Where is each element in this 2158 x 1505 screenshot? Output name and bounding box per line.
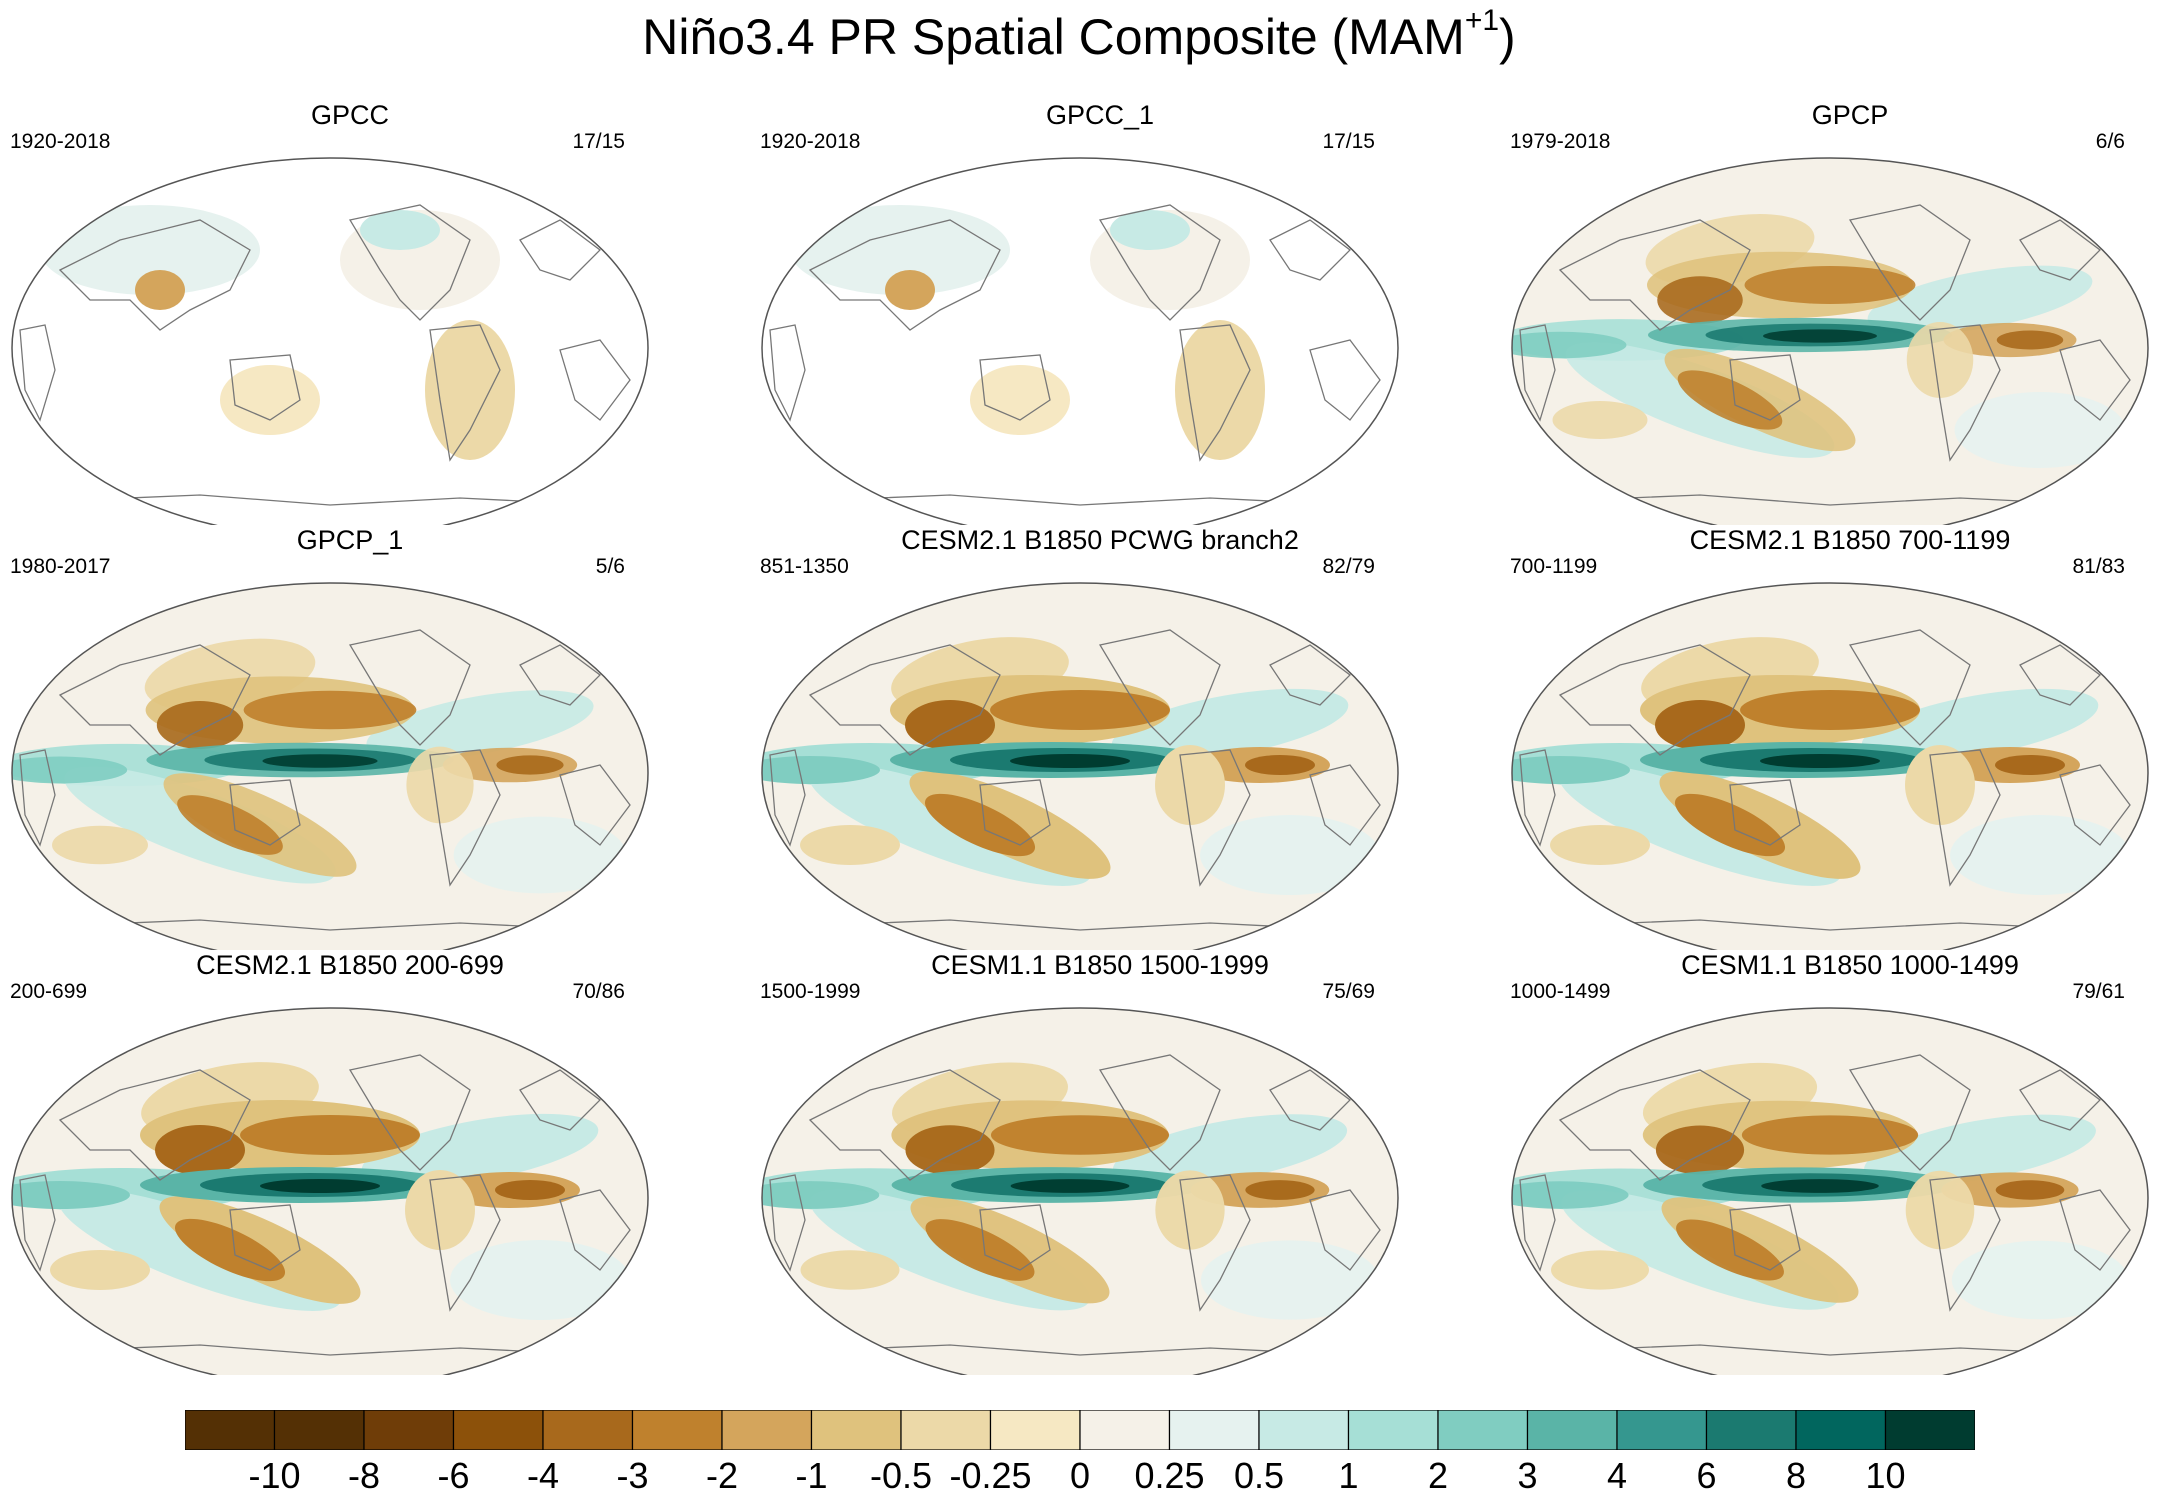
colorbar-label: -2 — [705, 1455, 739, 1496]
panel-title: GPCC — [310, 100, 389, 130]
colorbar-label: 1 — [1338, 1455, 1359, 1496]
panel-period: 1920-2018 — [10, 130, 111, 153]
colorbar-swatch — [542, 1410, 634, 1450]
map-panel: CESM2.1 B1850 700-1199 700-1199 81/83 — [1500, 525, 2158, 950]
map-panel: CESM2.1 B1850 200-699 200-699 70/86 — [0, 950, 700, 1375]
map-globe — [761, 157, 1399, 525]
panel-title: GPCP_1 — [296, 525, 404, 555]
panel-count: 6/6 — [2095, 130, 2125, 153]
panel-period: 1500-1999 — [760, 980, 861, 1003]
colorbar-swatch — [1884, 1410, 1975, 1450]
panel-title: CESM1.1 B1850 1500-1999 — [931, 950, 1269, 980]
colorbar-label: -0.5 — [869, 1455, 933, 1496]
panel-title: GPCC_1 — [1045, 100, 1155, 130]
panel-period: 1000-1499 — [1510, 980, 1611, 1003]
colorbar-swatch — [273, 1410, 365, 1450]
panel-title: GPCP — [1811, 100, 1889, 130]
colorbar-label: -1 — [795, 1455, 828, 1496]
map-globe — [761, 1007, 1399, 1375]
map-panel: CESM1.1 B1850 1000-1499 1000-1499 79/61 — [1500, 950, 2158, 1375]
colorbar-label: -6 — [437, 1455, 470, 1496]
panel-count: 79/61 — [2072, 980, 2125, 1003]
colorbar-swatch — [810, 1410, 902, 1450]
colorbar-swatch — [721, 1410, 813, 1450]
colorbar-swatch — [185, 1410, 276, 1450]
panel-count: 82/79 — [1322, 555, 1375, 578]
colorbar-swatch — [631, 1410, 723, 1450]
colorbar-label: -8 — [347, 1455, 381, 1496]
map-globe — [1511, 582, 2149, 950]
panel-period: 1979-2018 — [1510, 130, 1611, 153]
map-globe — [11, 157, 649, 525]
colorbar-label: 4 — [1606, 1455, 1628, 1496]
colorbar-label: 2 — [1427, 1455, 1449, 1496]
map-globe — [11, 1007, 649, 1375]
colorbar-swatch — [1795, 1410, 1887, 1450]
panel-title: CESM2.1 B1850 700-1199 — [1689, 525, 2011, 555]
panel-period: 1920-2018 — [760, 130, 861, 153]
map-panel: GPCC 1920-2018 17/15 — [0, 100, 700, 525]
colorbar-label: -4 — [526, 1455, 560, 1496]
colorbar-label: 8 — [1785, 1455, 1807, 1496]
colorbar-swatch — [1616, 1410, 1708, 1450]
colorbar-label: 0 — [1069, 1455, 1091, 1496]
panel-count: 17/15 — [1322, 130, 1375, 153]
colorbar-swatch — [1079, 1410, 1171, 1450]
colorbar-label: -10 — [248, 1455, 301, 1496]
map-panel: CESM2.1 B1850 PCWG branch2 851-1350 82/79 — [750, 525, 1450, 950]
panel-count: 17/15 — [572, 130, 625, 153]
colorbar-label: 10 — [1865, 1455, 1906, 1496]
colorbar-swatch — [1705, 1410, 1797, 1450]
map-globe — [1511, 157, 2149, 525]
panel-count: 81/83 — [2072, 555, 2125, 578]
map-globe — [11, 582, 649, 950]
colorbar-swatch — [1437, 1410, 1529, 1450]
colorbar-swatch — [363, 1410, 455, 1450]
colorbar-label: 0.25 — [1134, 1455, 1205, 1496]
colorbar-swatch — [1347, 1410, 1439, 1450]
colorbar-labels: -10 -8 -6 -4 -3 -2 -1 -0.5 -0.25 0 0.25 0.5 1 2 3 4 6 8 10 — [0, 1455, 2158, 1505]
colorbar-swatch — [1526, 1410, 1618, 1450]
map-panel: GPCP_1 1980-2017 5/6 — [0, 525, 700, 950]
panel-period: 700-1199 — [1510, 555, 1598, 578]
map-panel: GPCC_1 1920-2018 17/15 — [750, 100, 1450, 525]
colorbar-label: -3 — [616, 1455, 649, 1496]
map-panel: CESM1.1 B1850 1500-1999 1500-1999 75/69 — [750, 950, 1450, 1375]
panel-title: CESM1.1 B1850 1000-1499 — [1681, 950, 2019, 980]
colorbar — [185, 1410, 1975, 1450]
colorbar-swatch — [989, 1410, 1081, 1450]
colorbar-label: 6 — [1696, 1455, 1717, 1496]
figure-title: Niño3.4 PR Spatial Composite (MAM+1) — [642, 4, 1516, 65]
colorbar-label: -0.25 — [949, 1455, 1032, 1496]
panel-title: CESM2.1 B1850 200-699 — [196, 950, 504, 980]
map-panel: GPCP 1979-2018 6/6 — [1500, 100, 2158, 525]
panel-period: 1980-2017 — [10, 555, 111, 578]
panel-count: 70/86 — [572, 980, 625, 1003]
colorbar-label: 0.5 — [1233, 1455, 1285, 1496]
panel-count: 5/6 — [595, 555, 625, 578]
colorbar-swatch — [452, 1410, 544, 1450]
map-globe — [761, 582, 1399, 950]
colorbar-swatch — [1168, 1410, 1260, 1450]
colorbar-swatch — [1258, 1410, 1350, 1450]
map-globe — [1511, 1007, 2149, 1375]
colorbar-label: 3 — [1517, 1455, 1538, 1496]
panel-period: 200-699 — [10, 980, 88, 1003]
colorbar-swatch — [900, 1410, 992, 1450]
panel-title: CESM2.1 B1850 PCWG branch2 — [901, 525, 1299, 555]
panel-period: 851-1350 — [760, 555, 849, 578]
panel-count: 75/69 — [1322, 980, 1375, 1003]
